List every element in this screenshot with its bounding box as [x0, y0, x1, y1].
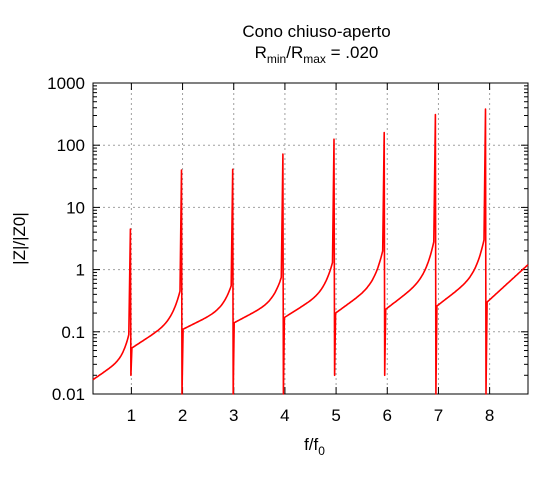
y-tick-label: 1000	[47, 74, 85, 93]
chart-title: Cono chiuso-aperto Rmin/Rmax = .020	[242, 22, 390, 66]
x-tick-label: 1	[127, 406, 136, 425]
x-tick-label: 6	[383, 406, 392, 425]
grid	[93, 82, 528, 395]
x-axis-label: f/f0	[304, 435, 325, 458]
y-axis-title: |Z|/|Z0|	[10, 212, 29, 265]
y-axis-label: |Z|/|Z0|	[10, 212, 29, 265]
title-line-0: Cono chiuso-aperto	[242, 22, 390, 41]
y-tick-label: 100	[57, 136, 85, 155]
y-tick-label: 1	[76, 261, 85, 280]
series-line	[92, 108, 529, 395]
x-tick-label: 8	[485, 406, 494, 425]
x-tick-label: 4	[280, 406, 289, 425]
y-axis-ticks: 0.01 0.1 1 10 100 1000	[47, 74, 528, 404]
title-line-1: Rmin/Rmax = .020	[255, 43, 379, 66]
y-tick-label: 10	[66, 198, 85, 217]
y-tick-label: 0.1	[61, 323, 85, 342]
x-tick-label: 2	[178, 406, 187, 425]
x-axis-title: f/f0	[304, 435, 325, 458]
x-tick-label: 3	[229, 406, 238, 425]
x-tick-label: 5	[331, 406, 340, 425]
y-tick-label: 0.01	[52, 385, 85, 404]
series-impedance	[92, 108, 529, 395]
plot-frame	[92, 82, 529, 395]
x-axis-ticks: 1 2 3 4 5 6 7 8	[127, 83, 494, 425]
x-tick-label: 7	[434, 406, 443, 425]
